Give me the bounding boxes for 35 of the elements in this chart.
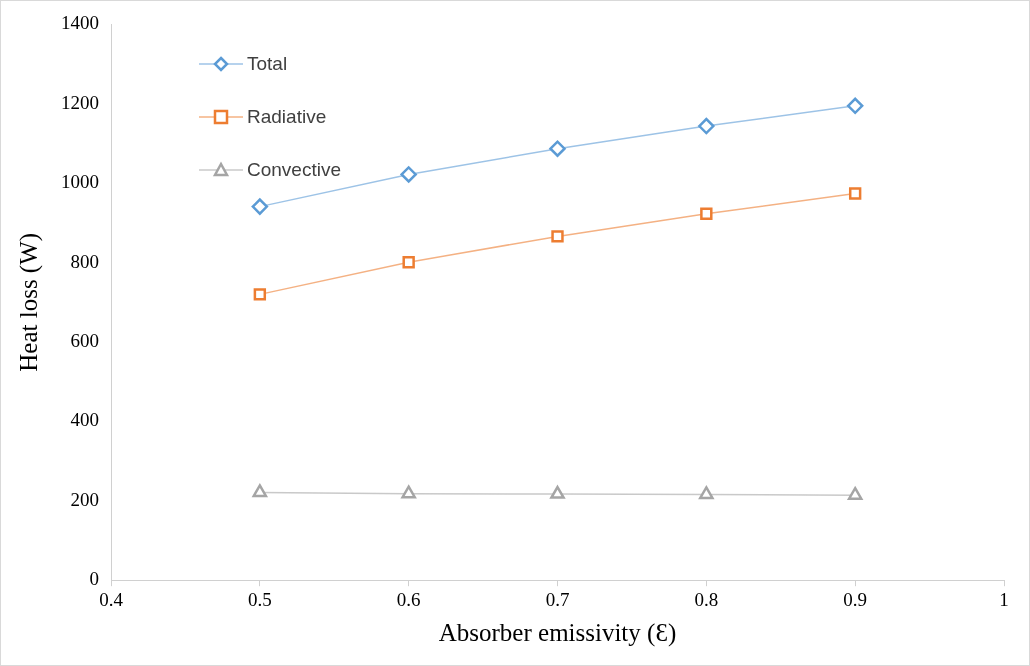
x-tick-label: 0.6 [396, 588, 421, 610]
y-tick-label: 1200 [61, 91, 99, 113]
x-tick-label: 0.8 [694, 588, 719, 610]
point [251, 198, 269, 215]
x-tick-label: 1 [999, 588, 1009, 610]
legend-label: Radiative [247, 105, 327, 128]
point [847, 486, 863, 500]
point [698, 117, 715, 135]
x-tick-label: 0.9 [843, 588, 868, 610]
x-axis-title: Absorber emissivity (Ɛ) [438, 618, 677, 647]
y-tick-label: 200 [70, 488, 99, 510]
x-tick-label: 0.5 [247, 588, 272, 610]
y-tick-label: 1400 [61, 12, 99, 34]
legend-label: Total [247, 52, 288, 75]
y-tick-label: 0 [89, 568, 99, 590]
point [400, 166, 417, 183]
y-axis-title: Heat loss (W) [14, 232, 43, 372]
y-tick-label: 400 [70, 409, 99, 431]
point [551, 230, 564, 243]
point [699, 486, 714, 500]
y-tick-label: 600 [70, 329, 99, 351]
x-tick-label: 0.4 [99, 588, 124, 610]
legend-label: Convective [247, 158, 341, 181]
x-tick-label: 0.7 [545, 588, 570, 610]
point [700, 207, 713, 220]
point [549, 140, 566, 157]
point [402, 256, 415, 269]
y-tick-label: 1000 [61, 171, 99, 193]
point [848, 187, 862, 200]
y-tick-label: 800 [70, 250, 99, 272]
point [252, 484, 268, 498]
point [253, 288, 267, 301]
point [401, 485, 416, 499]
point [550, 485, 565, 499]
point [846, 97, 864, 115]
